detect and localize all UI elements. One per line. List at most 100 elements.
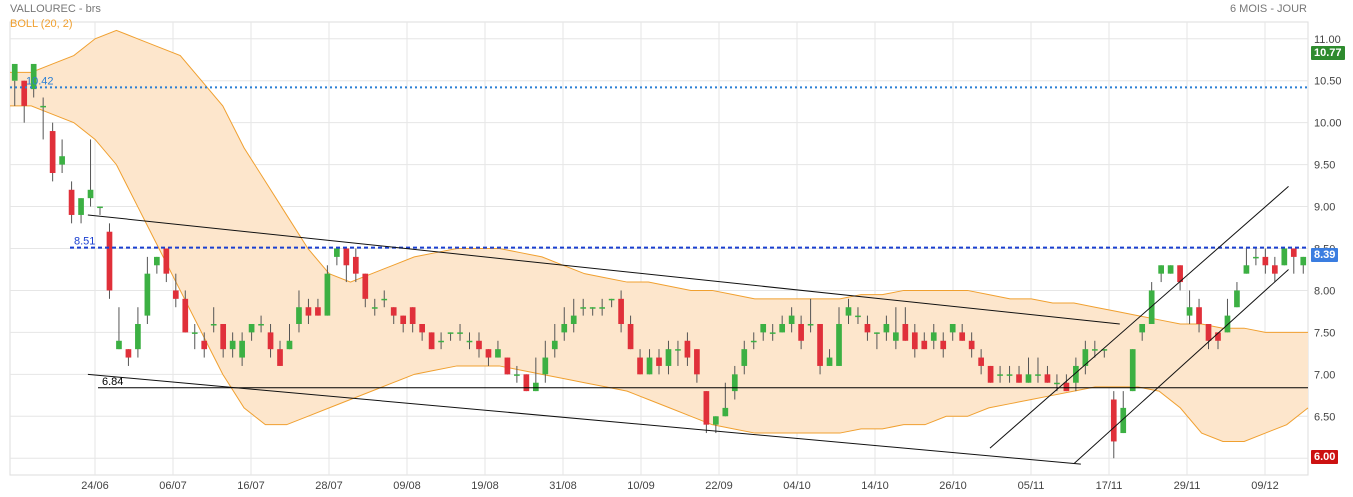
candle-body <box>779 324 786 333</box>
high-price-tag: 10.77 <box>1311 46 1345 60</box>
candle-body <box>49 131 56 173</box>
candle-body <box>315 307 321 316</box>
candle-body <box>1139 324 1146 333</box>
candle-body <box>438 340 444 343</box>
candle-body <box>987 365 994 383</box>
candle-body <box>750 340 757 343</box>
candle-body <box>694 349 700 375</box>
candle-body <box>1281 248 1288 266</box>
candle-body <box>248 324 255 333</box>
candle-body <box>1177 265 1183 283</box>
candle-body <box>959 332 966 341</box>
candle-body <box>921 340 928 350</box>
candle-body <box>191 332 198 334</box>
candle-body <box>1091 349 1098 351</box>
candle-body <box>239 340 245 358</box>
candle-body <box>1243 265 1250 274</box>
candle-body <box>514 374 520 376</box>
candle-body <box>561 324 568 333</box>
x-tick-label: 29/11 <box>1174 480 1201 492</box>
candle-body <box>646 357 653 375</box>
candle-body <box>172 290 179 299</box>
candle-body <box>1101 349 1108 351</box>
y-tick-label: 8.00 <box>1314 285 1335 297</box>
candle-body <box>731 374 738 392</box>
candle-body <box>30 63 37 90</box>
candle-body <box>87 189 94 199</box>
candle-body <box>258 324 264 326</box>
bollinger-legend: BOLL (20, 2) <box>10 18 73 30</box>
candle-body <box>589 307 596 309</box>
candle-body <box>409 307 416 324</box>
candle-body <box>428 332 435 350</box>
candle-body <box>352 256 359 274</box>
candle-body <box>476 340 482 350</box>
candle-body <box>1054 382 1060 385</box>
candle-body <box>1167 265 1174 274</box>
candle-body <box>665 349 672 366</box>
x-tick-label: 06/07 <box>159 480 187 492</box>
candle-body <box>1120 407 1127 434</box>
candle-body <box>968 340 975 350</box>
candle-body <box>1016 374 1022 383</box>
x-tick-label: 10/09 <box>627 480 655 492</box>
candle-body <box>371 307 378 309</box>
candle-body <box>1148 290 1155 324</box>
candle-body <box>447 332 454 334</box>
y-tick-label: 7.00 <box>1314 369 1335 381</box>
trend-line <box>87 214 1120 325</box>
last-price-tag: 8.39 <box>1311 248 1339 262</box>
candle-body <box>883 324 890 333</box>
y-tick-label: 9.50 <box>1314 160 1335 172</box>
y-tick-label: 11.00 <box>1314 34 1341 46</box>
candle-body <box>826 357 833 366</box>
candle-body <box>504 357 511 375</box>
candle-body <box>1234 290 1240 308</box>
candle-body <box>1253 256 1259 259</box>
candle-body <box>201 340 208 350</box>
candle-body <box>277 349 283 366</box>
candle-body <box>675 349 681 351</box>
low-price-tag: 6.00 <box>1311 450 1339 464</box>
candle-body <box>381 298 388 301</box>
candle-body <box>1205 324 1212 341</box>
candle-body <box>978 357 984 366</box>
candle-body <box>220 324 227 350</box>
candle-body <box>400 315 407 324</box>
candle-body <box>627 324 634 350</box>
candle-body <box>570 315 577 324</box>
candle-body <box>78 198 84 215</box>
x-tick-label: 19/08 <box>471 480 499 492</box>
candle-body <box>125 349 132 358</box>
candle-body <box>1290 248 1297 257</box>
candle-body <box>286 340 293 350</box>
candle-body <box>135 324 141 350</box>
y-tick-label: 10.50 <box>1314 76 1342 88</box>
candle-body <box>324 273 331 316</box>
candle-body <box>305 307 312 316</box>
x-tick-label: 28/07 <box>315 480 343 492</box>
candle-body <box>599 307 605 309</box>
trend-line <box>87 373 1081 465</box>
trend-line <box>1074 269 1289 464</box>
candle-body <box>817 324 823 366</box>
candle-body <box>845 307 852 316</box>
x-tick-label: 22/09 <box>705 480 733 492</box>
candle-body <box>713 416 719 425</box>
candle-body <box>1158 265 1164 274</box>
candle-body <box>997 374 1003 376</box>
candle-body <box>1186 307 1193 316</box>
candle-body <box>580 307 587 309</box>
y-tick-label: 9.00 <box>1314 202 1335 214</box>
candle-body <box>864 324 871 333</box>
candle-body <box>1196 307 1202 324</box>
candle-body <box>116 340 122 350</box>
x-tick-label: 17/11 <box>1096 480 1123 492</box>
candle-body <box>684 340 691 358</box>
candle-body <box>836 324 842 366</box>
y-tick-label: 7.50 <box>1314 327 1335 339</box>
candle-body <box>893 332 899 341</box>
candle-body <box>267 332 274 350</box>
candle-body <box>419 324 425 333</box>
